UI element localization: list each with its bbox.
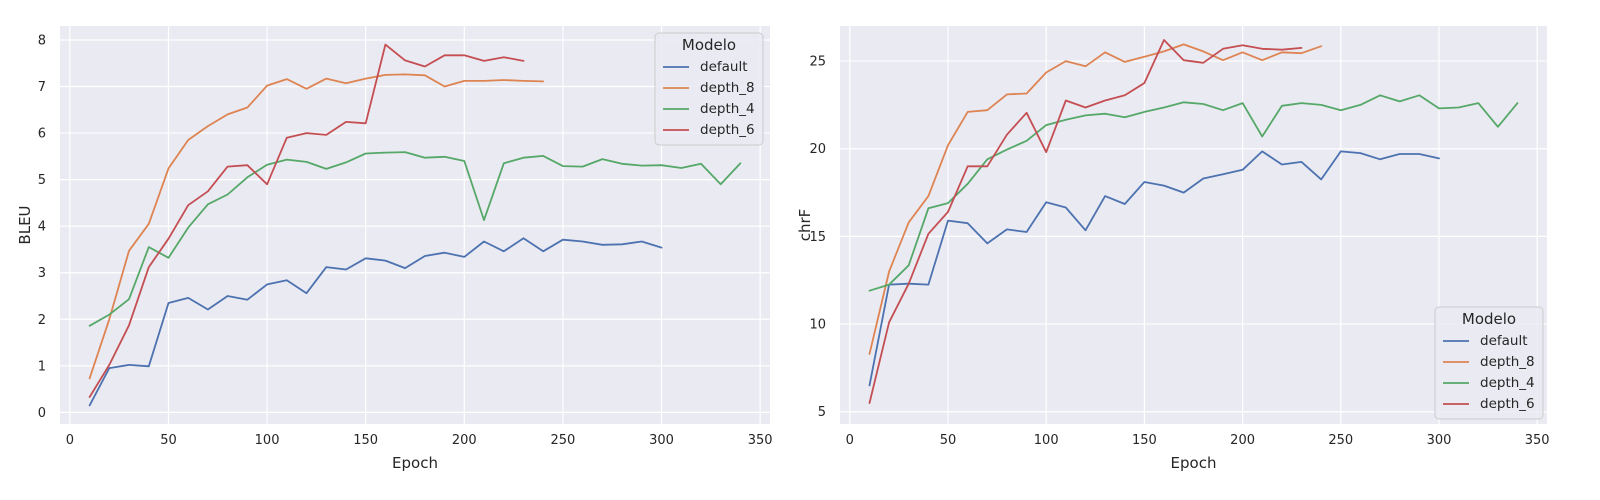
y-tick-label: 2 (38, 313, 46, 328)
series-line-depth_4 (88, 151, 742, 327)
series-line-depth_6 (88, 43, 525, 398)
series-line-depth_8 (88, 73, 545, 380)
x-tick-label: 50 (160, 433, 177, 448)
y-axis-label: chrF (796, 209, 814, 242)
x-tick-label: 50 (940, 433, 957, 448)
y-tick-label: 25 (809, 55, 826, 70)
legend-entry-depth_6: depth_6 (1480, 396, 1535, 412)
y-tick-label: 8 (38, 33, 46, 48)
y-tick-label: 3 (38, 266, 46, 281)
legend-entry-depth_4: depth_4 (1480, 375, 1535, 391)
legend-box (654, 32, 764, 146)
y-tick-label: 0 (38, 406, 46, 421)
legend-title: Modelo (682, 36, 736, 54)
y-tick-label: 7 (38, 80, 46, 95)
plot-area (60, 26, 770, 424)
legend-entry-depth_6: depth_6 (700, 122, 755, 138)
x-tick-label: 200 (452, 433, 477, 448)
y-tick-label: 15 (809, 230, 826, 245)
legend: Modelo default depth_8 depth_4 depth_6 (654, 32, 764, 146)
x-tick-label: 200 (1230, 433, 1255, 448)
y-tick-label: 5 (818, 405, 826, 420)
series-line-depth_6 (868, 39, 1303, 404)
y-tick-label: 5 (38, 173, 46, 188)
legend: Modelo default depth_8 depth_4 depth_6 (1434, 306, 1544, 420)
series-line-depth_8 (868, 43, 1323, 355)
x-tick-label: 0 (66, 433, 74, 448)
series-line-depth_4 (868, 94, 1519, 292)
plot-area (840, 26, 1547, 424)
legend-title: Modelo (1462, 310, 1516, 328)
x-tick-label: 100 (255, 433, 280, 448)
legend-entry-depth_4: depth_4 (700, 101, 755, 117)
x-tick-label: 250 (551, 433, 576, 448)
y-tick-label: 4 (38, 220, 46, 235)
x-axis-label: Epoch (392, 454, 438, 472)
legend-entry-default: default (700, 59, 748, 75)
y-tick-label: 20 (809, 142, 826, 157)
y-tick-label: 10 (809, 318, 826, 333)
series-line-default (868, 150, 1440, 387)
y-tick-label: 1 (38, 359, 46, 374)
x-tick-label: 250 (1328, 433, 1353, 448)
x-tick-label: 300 (1427, 433, 1452, 448)
chrf-chart: 0 50 100 150 200 250 300 350 5 10 15 20 25 Epoch chrF M… (796, 26, 1550, 472)
x-axis-label: Epoch (1171, 454, 1217, 472)
x-tick-label: 300 (649, 433, 674, 448)
legend-entry-default: default (1480, 333, 1528, 349)
x-tick-label: 150 (1132, 433, 1157, 448)
x-tick-label: 150 (353, 433, 378, 448)
x-tick-label: 350 (1525, 433, 1550, 448)
x-tick-label: 350 (748, 433, 773, 448)
y-tick-label: 6 (38, 127, 46, 142)
bleu-chart: 0 50 100 150 200 250 300 350 0 1 2 3 4 5 6 7 8 Epoch BLEU M… (16, 26, 773, 472)
x-tick-label: 100 (1034, 433, 1059, 448)
y-axis-label: BLEU (16, 205, 34, 244)
legend-entry-depth_8: depth_8 (700, 80, 755, 96)
x-tick-label: 0 (846, 433, 854, 448)
series-line-default (88, 237, 663, 407)
legend-box (1434, 306, 1544, 420)
legend-entry-depth_8: depth_8 (1480, 354, 1535, 370)
